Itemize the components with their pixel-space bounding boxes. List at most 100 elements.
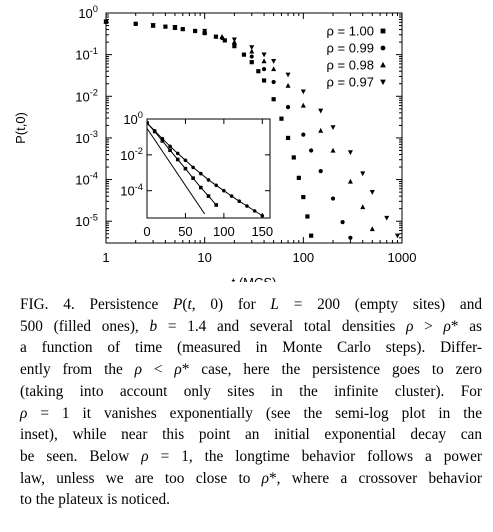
- main-plot-frame: [105, 12, 403, 244]
- data-point: [256, 69, 261, 74]
- math-symbol: P: [173, 296, 183, 313]
- data-point: [360, 204, 366, 210]
- data-point: [291, 155, 296, 160]
- x-axis-label: t (MCS): [232, 275, 277, 282]
- data-point: [271, 66, 277, 72]
- x-tick-label: 10: [197, 250, 211, 265]
- caption-line: a function of time (measured in Monte Ca…: [20, 339, 482, 357]
- data-point: [318, 108, 324, 114]
- legend-label: ρ = 0.97: [326, 75, 374, 90]
- inset-x-tick-label: 50: [178, 224, 192, 239]
- data-point: [369, 190, 375, 195]
- math-symbol: ρ: [406, 317, 414, 335]
- legend-marker: [380, 61, 386, 68]
- inset-x-tick-label: 150: [251, 224, 273, 239]
- inset-data-point: [214, 183, 218, 188]
- data-point: [150, 23, 156, 28]
- math-symbol: t: [187, 296, 192, 313]
- inset-plot: 0 50 100 150 100 10-2 10-4: [120, 110, 273, 239]
- data-point: [231, 37, 237, 43]
- math-symbol: ρ: [20, 404, 28, 422]
- data-point: [301, 132, 306, 137]
- data-point: [394, 233, 401, 239]
- legend-marker: [380, 79, 386, 86]
- inset-series-1-line: [147, 122, 217, 206]
- data-point: [249, 54, 254, 59]
- data-point: [305, 214, 310, 219]
- data-point: [180, 27, 185, 32]
- inset-x-tick-label: 100: [213, 224, 235, 239]
- data-point: [133, 21, 138, 26]
- data-point: [279, 116, 284, 121]
- data-point: [296, 175, 301, 180]
- data-point: [330, 125, 336, 131]
- math-symbol: ρ: [141, 447, 149, 465]
- inset-data-point: [152, 128, 157, 133]
- math-symbol: b: [149, 317, 158, 335]
- data-point: [347, 178, 353, 184]
- data-point: [261, 78, 267, 83]
- inset-data-point: [214, 203, 218, 207]
- main-series-4: [103, 19, 401, 239]
- data-point: [285, 135, 291, 141]
- inset-data-point: [147, 121, 149, 125]
- legend-label: ρ = 1.00: [326, 24, 374, 39]
- math-symbol: ρ: [261, 469, 270, 487]
- data-point: [261, 58, 267, 64]
- inset-data-point: [260, 213, 265, 218]
- data-point: [271, 97, 276, 102]
- inset-data-point: [245, 204, 249, 208]
- inset-data-point: [175, 157, 180, 162]
- inset-data-point: [160, 139, 165, 143]
- inset-data-point: [175, 151, 180, 156]
- data-point: [285, 82, 291, 88]
- math-symbol: ρ: [134, 361, 143, 379]
- data-point: [330, 147, 336, 153]
- inset-y-tick-label: 10-4: [120, 182, 143, 199]
- legend-marker: [380, 28, 386, 34]
- x-tick-label: 1000: [388, 250, 417, 265]
- data-point: [285, 105, 291, 110]
- data-point: [348, 235, 353, 240]
- caption-line: law, unless we are too close to ρ*, wher…: [20, 469, 482, 487]
- x-tick-label: 100: [292, 250, 314, 265]
- inset-data-point: [183, 166, 188, 171]
- inset-data-point: [229, 194, 234, 198]
- data-point: [384, 215, 390, 221]
- math-symbol: ρ: [443, 317, 451, 335]
- inset-data-point: [222, 188, 226, 193]
- legend-label: ρ = 0.99: [326, 41, 374, 56]
- inset-y-tick-label: 10-2: [120, 146, 143, 163]
- data-point: [219, 33, 225, 39]
- inset-data-point: [168, 148, 172, 153]
- legend-marker: [380, 45, 386, 51]
- data-point: [340, 220, 345, 225]
- data-point: [309, 233, 314, 238]
- caption-line: (taking into account only sites in the i…: [20, 382, 482, 400]
- inset-data-point: [168, 144, 172, 149]
- inset-series-2-line: [147, 122, 263, 217]
- data-point: [285, 72, 291, 78]
- data-point: [163, 24, 168, 29]
- math-symbol: ρ: [174, 361, 182, 379]
- data-point: [249, 60, 254, 65]
- inset-data-point: [237, 199, 242, 203]
- data-point: [261, 66, 267, 72]
- x-tick-label: 1: [102, 250, 109, 265]
- inset-plot-frame: [146, 118, 271, 219]
- y-tick-label: 10-2: [75, 87, 98, 104]
- inset-data-point: [183, 158, 188, 163]
- data-point: [271, 79, 276, 85]
- math-symbol: L: [270, 296, 279, 313]
- y-tick-label: 100: [78, 4, 98, 21]
- inset-data-point: [206, 194, 211, 198]
- legend-label: ρ = 0.98: [326, 58, 374, 73]
- data-point: [213, 34, 219, 39]
- inset-data-point: [252, 209, 257, 213]
- data-point: [360, 171, 366, 177]
- persistence-figure: 110100100010010-110-210-310-410-5P(t,0)t…: [13, 4, 417, 282]
- inset-data-point: [160, 136, 165, 141]
- data-point: [300, 89, 306, 95]
- inset-data-point: [199, 171, 203, 176]
- inset-data-point: [199, 185, 203, 190]
